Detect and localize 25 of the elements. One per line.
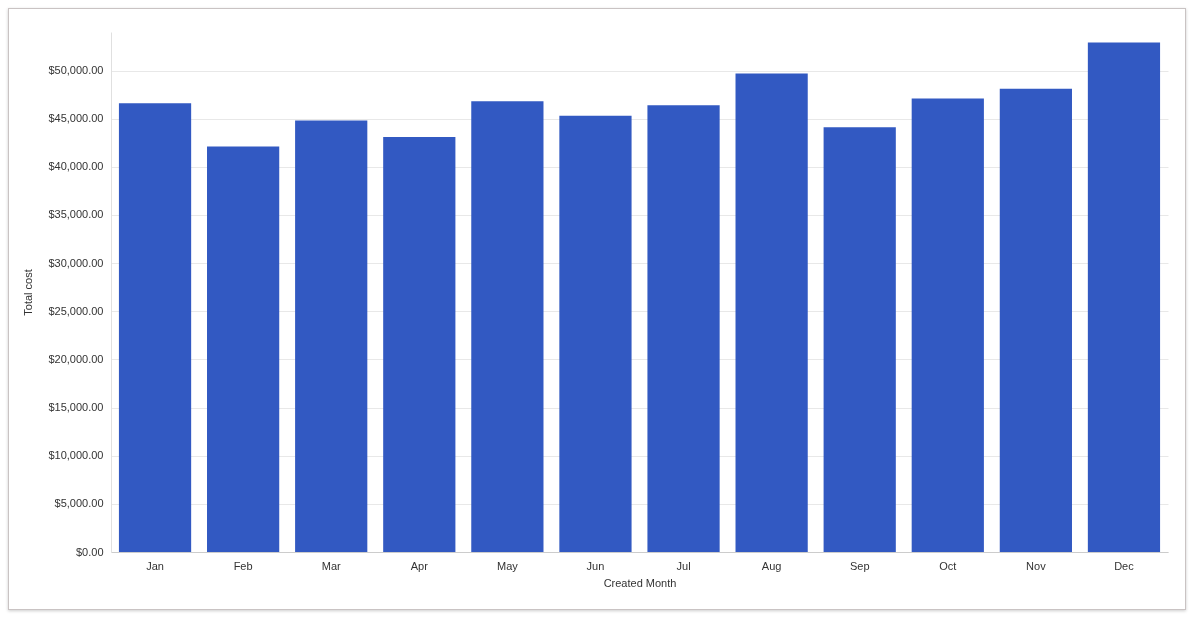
y-tick-label: $10,000.00	[48, 449, 104, 462]
x-tick-label: Jan	[146, 559, 164, 572]
y-tick-label: $5,000.00	[54, 497, 104, 510]
y-tick-label: $25,000.00	[48, 304, 104, 317]
x-tick-label: Jul	[676, 559, 691, 572]
y-tick-label: $20,000.00	[48, 352, 104, 365]
y-tick-label: $50,000.00	[48, 64, 104, 77]
y-tick-label: $35,000.00	[48, 208, 104, 221]
y-tick-label: $15,000.00	[48, 401, 104, 414]
x-tick-label: May	[496, 559, 519, 572]
x-tick-label: Oct	[939, 559, 957, 572]
x-tick-label: Aug	[761, 559, 782, 572]
x-axis-title: Created Month	[603, 576, 677, 589]
y-tick-label: $30,000.00	[48, 256, 104, 269]
x-tick-label: Nov	[1026, 559, 1047, 572]
y-axis-title: Total cost	[22, 269, 35, 316]
x-tick-label: Sep	[849, 559, 870, 572]
y-tick-label: $0.00	[75, 545, 104, 558]
x-tick-label: Apr	[410, 559, 429, 572]
x-tick-label: Jun	[586, 559, 605, 572]
x-tick-label: Mar	[321, 559, 342, 572]
y-tick-label: $40,000.00	[48, 160, 104, 173]
x-tick-label: Dec	[1114, 559, 1135, 572]
x-tick-label: Feb	[233, 559, 253, 572]
y-tick-label: $45,000.00	[48, 112, 104, 125]
